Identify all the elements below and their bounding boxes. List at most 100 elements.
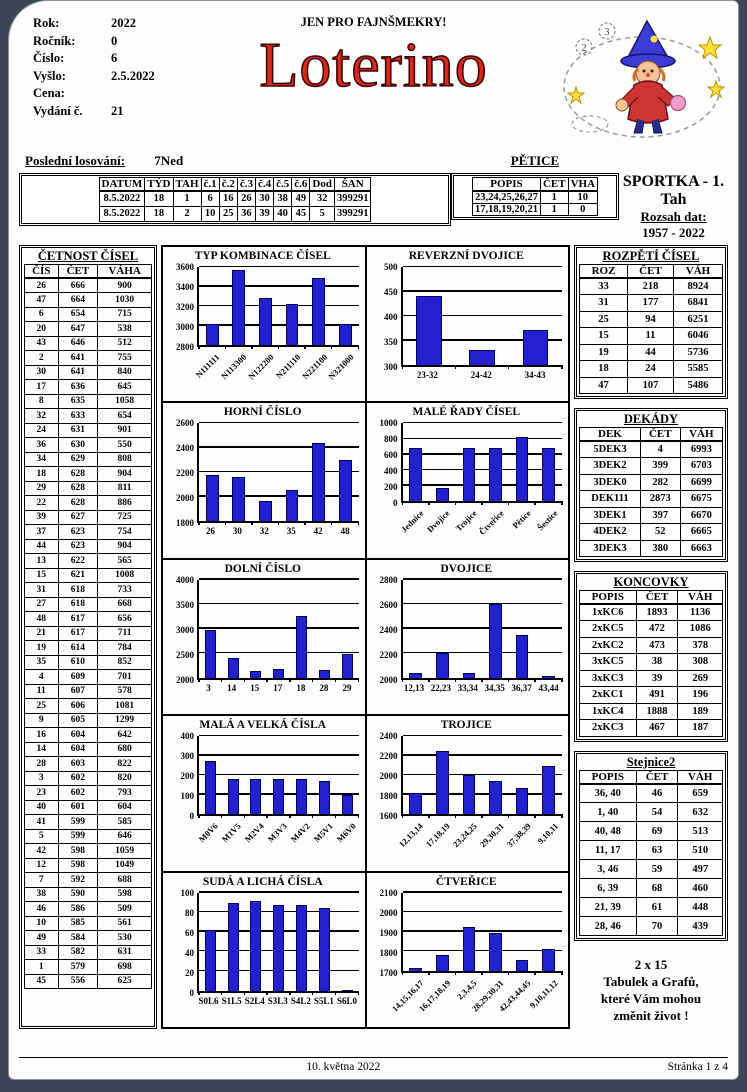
bar <box>542 948 556 971</box>
table-cell: 565 <box>97 553 152 569</box>
x-tick-label: Dvojice <box>425 508 452 535</box>
table-cell: 70 <box>635 916 679 936</box>
y-tick-label: 2000 <box>379 771 398 782</box>
gridline <box>199 734 359 737</box>
table-cell: 886 <box>97 495 152 511</box>
table-cell: 26 <box>236 190 256 207</box>
bar <box>489 932 502 971</box>
gridline <box>199 773 359 776</box>
main-content: ČETNOST ČÍSEL ČÍS ČET VÁHA 26 666 900 47 664 103… <box>19 245 728 1029</box>
column-header: DATUM <box>98 177 146 192</box>
y-tick-label: 400 <box>384 312 398 322</box>
sportka-subtitle: Rozsah dat: <box>640 209 707 224</box>
x-tick <box>198 345 200 349</box>
table-cell: 8 <box>24 393 59 409</box>
y-tick-label: 1800 <box>379 791 398 802</box>
table-cell: 604 <box>97 799 152 815</box>
issue-info-row: Vydání č. 21 <box>33 103 197 121</box>
table-cell: 380 <box>639 539 681 557</box>
gridline <box>402 578 562 580</box>
bar <box>435 751 449 815</box>
column-header: ČET <box>635 769 679 785</box>
table-cell: 633 <box>57 408 99 424</box>
table-cell: 599 <box>57 814 99 830</box>
table-cell: 625 <box>97 973 152 989</box>
table-row: 30 641 840 <box>24 364 152 380</box>
table-cell: 636 <box>57 379 99 395</box>
x-tick-label: 2,3,4,5 <box>455 977 479 1002</box>
y-tick-label: 2500 <box>176 649 194 660</box>
table-cell: 631 <box>57 422 99 438</box>
dekady-table: DEK ČET VÁH 5DEK3 4 6993 3DEK2 399 6703 3DEK0 282 6… <box>579 427 724 557</box>
table-cell: 69 <box>635 821 679 841</box>
table-cell: 30 <box>24 364 59 380</box>
table-cell: 617 <box>57 611 99 627</box>
y-axis: 300 350 400 450 500 <box>371 262 401 372</box>
x-tick-label: M0V6 <box>196 821 220 845</box>
bar <box>542 765 556 815</box>
chart-title: TROJICE <box>440 719 492 732</box>
table-cell: 659 <box>677 783 723 803</box>
table-cell: 627 <box>57 509 99 525</box>
x-tick-label: 29 <box>342 682 352 693</box>
bar <box>312 443 325 522</box>
slogan-text: JEN PRO FAJNŠMEKRY! <box>300 15 447 29</box>
table-cell: 45 <box>291 205 311 222</box>
plot-area <box>400 265 563 369</box>
bar <box>273 905 285 991</box>
table-cell: 711 <box>97 625 152 641</box>
table-cell: 1030 <box>97 292 152 308</box>
x-tick <box>243 814 246 819</box>
y-tick-label: 2600 <box>379 599 398 610</box>
table-cell: 556 <box>57 973 99 989</box>
x-tick-label: 28 <box>319 682 329 693</box>
table-cell: 269 <box>677 669 723 687</box>
sportka-block: SPORTKA - 1. Tah Rozsah dat: 1957 - 2022 <box>619 151 728 241</box>
table-cell: 2xKC5 <box>579 620 637 638</box>
table-cell: 3DEK3 <box>579 539 641 557</box>
x-tick <box>277 521 280 526</box>
chart-typ-kombinace-sel: TYP KOMBINACE ČÍSEL 2800 3000 3200 3400 3600 N… <box>162 246 366 403</box>
bar <box>515 787 529 815</box>
chart-doln-slo: DOLNÍ ČÍSLO 2000 2500 3000 3500 4000 3 14 15 17 18… <box>162 558 366 716</box>
table-row: 2xKC5 472 1086 <box>579 620 723 638</box>
table-row: 15 621 1008 <box>24 567 152 583</box>
x-axis-labels: 12,13,14 17,18,19 23,24,25 29,30,31 37,38,39… <box>397 816 563 868</box>
x-tick <box>220 990 223 995</box>
table-row: 2 641 755 <box>24 350 152 366</box>
column-header: ČET <box>627 264 674 279</box>
column-header: VÁH <box>677 590 723 605</box>
table-cell: 49 <box>291 190 311 207</box>
table-cell: 10 <box>567 190 599 204</box>
gridline <box>402 910 562 913</box>
table-cell: 5 <box>309 205 335 222</box>
table-row: 33 218 8924 <box>579 277 724 295</box>
y-tick-label: 2000 <box>379 907 398 918</box>
y-tick-label: 800 <box>384 434 398 445</box>
table-cell: 642 <box>97 727 152 743</box>
table-cell: 6993 <box>679 440 724 458</box>
table-cell: 618 <box>57 596 99 612</box>
x-tick <box>454 970 457 975</box>
gridline <box>402 484 562 486</box>
sportka-range: 1957 - 2022 <box>642 225 705 240</box>
table-cell: 510 <box>677 840 723 860</box>
table-cell: 811 <box>97 480 152 496</box>
x-tick-label: Jednice <box>398 508 426 535</box>
bar <box>515 959 529 971</box>
table-cell: 602 <box>57 785 99 801</box>
table-cell: 25 <box>24 698 59 714</box>
table-row: 27 618 668 <box>24 596 152 612</box>
table-cell: 6699 <box>679 473 724 491</box>
x-tick <box>401 677 403 682</box>
table-cell: 1xKC6 <box>579 603 637 621</box>
x-tick <box>454 501 457 506</box>
table-cell: 448 <box>677 897 723 917</box>
y-tick-label: 3600 <box>176 262 194 272</box>
bar <box>435 653 449 678</box>
y-tick-label: 3000 <box>176 624 194 635</box>
table-cell: 3, 46 <box>579 859 637 879</box>
bar <box>542 448 556 502</box>
gridline <box>402 265 562 267</box>
table-cell: 628 <box>57 480 99 496</box>
